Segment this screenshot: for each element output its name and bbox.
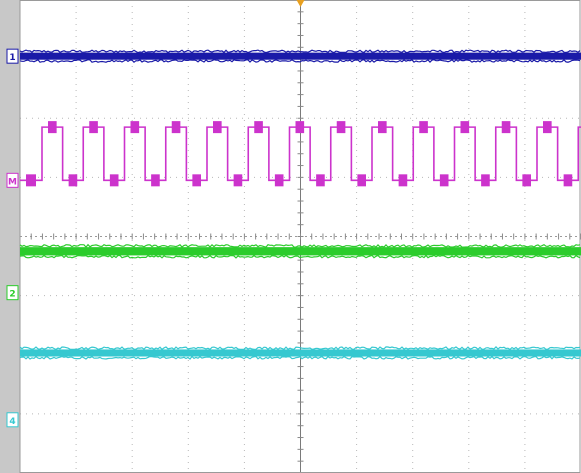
channel-marker-1: 1 [6,48,19,64]
trace-math-level-block [48,121,57,134]
trace-math-square-wave [20,126,581,182]
channel-marker-2: 2 [6,285,19,301]
channel-marker-box [6,48,19,64]
trigger-arrow-icon [296,0,305,7]
trace-ch2-noise-top [19,243,581,249]
trace-math-level-block [68,174,78,187]
trace-math-level-block [563,174,573,187]
trace-ch4-band [20,349,581,357]
trace-math-level-block [151,174,160,187]
traces [19,49,581,360]
trace-ch1-noise-top [19,49,581,54]
trace-math-level-block [378,121,387,134]
trace-math-level-block [109,174,119,187]
channel-marker-4: 4 [6,412,19,428]
trace-math-level-block [543,121,552,134]
trace-ch2-band [20,247,581,256]
trace-math-level-block [481,174,490,187]
trace-ch4-noise-top [19,346,581,351]
trace-ch2-noise-bottom [19,254,581,259]
trace-ch1-noise-bottom [19,58,581,63]
channel-marker-label: M [8,177,17,187]
trace-math-level-block [274,174,284,187]
trace-math-level-block [26,174,36,187]
graticule [19,0,581,473]
trace-math-level-block [501,121,511,134]
channel-markers: 1 M 2 4 [6,48,19,428]
trace-math-level-block [192,174,201,187]
trace-math-level-block [439,174,449,187]
trace-ch1-band [20,52,581,60]
channel-marker-M: M [6,172,19,188]
channel-marker-box [6,412,19,428]
trace-math-level-block [171,121,181,134]
trace-math-level-block [398,174,408,187]
trace-math-level-block [460,121,470,134]
left-marker-bar [0,0,20,473]
trace-math-level-block [130,121,140,134]
trace-math-level-block [254,121,263,134]
trace-math-level-block [357,174,366,187]
trace-math-level-block [89,121,98,134]
channel-marker-box [6,172,19,188]
trace-math-level-block [295,121,305,134]
channel-marker-box [6,285,19,301]
trace-math-level-block [336,121,346,134]
trace-math-level-block [233,174,243,187]
trace-ch4-noise-bottom [19,355,581,360]
trace-math-level-block [419,121,428,134]
channel-marker-label: 2 [9,290,15,300]
channel-marker-label: 4 [9,417,15,427]
channel-marker-label: 1 [9,53,15,63]
trace-math-level-block [316,174,325,187]
trace-math-level-block [213,121,222,134]
trigger-position [296,0,305,7]
trace-math-level-block [522,174,531,187]
